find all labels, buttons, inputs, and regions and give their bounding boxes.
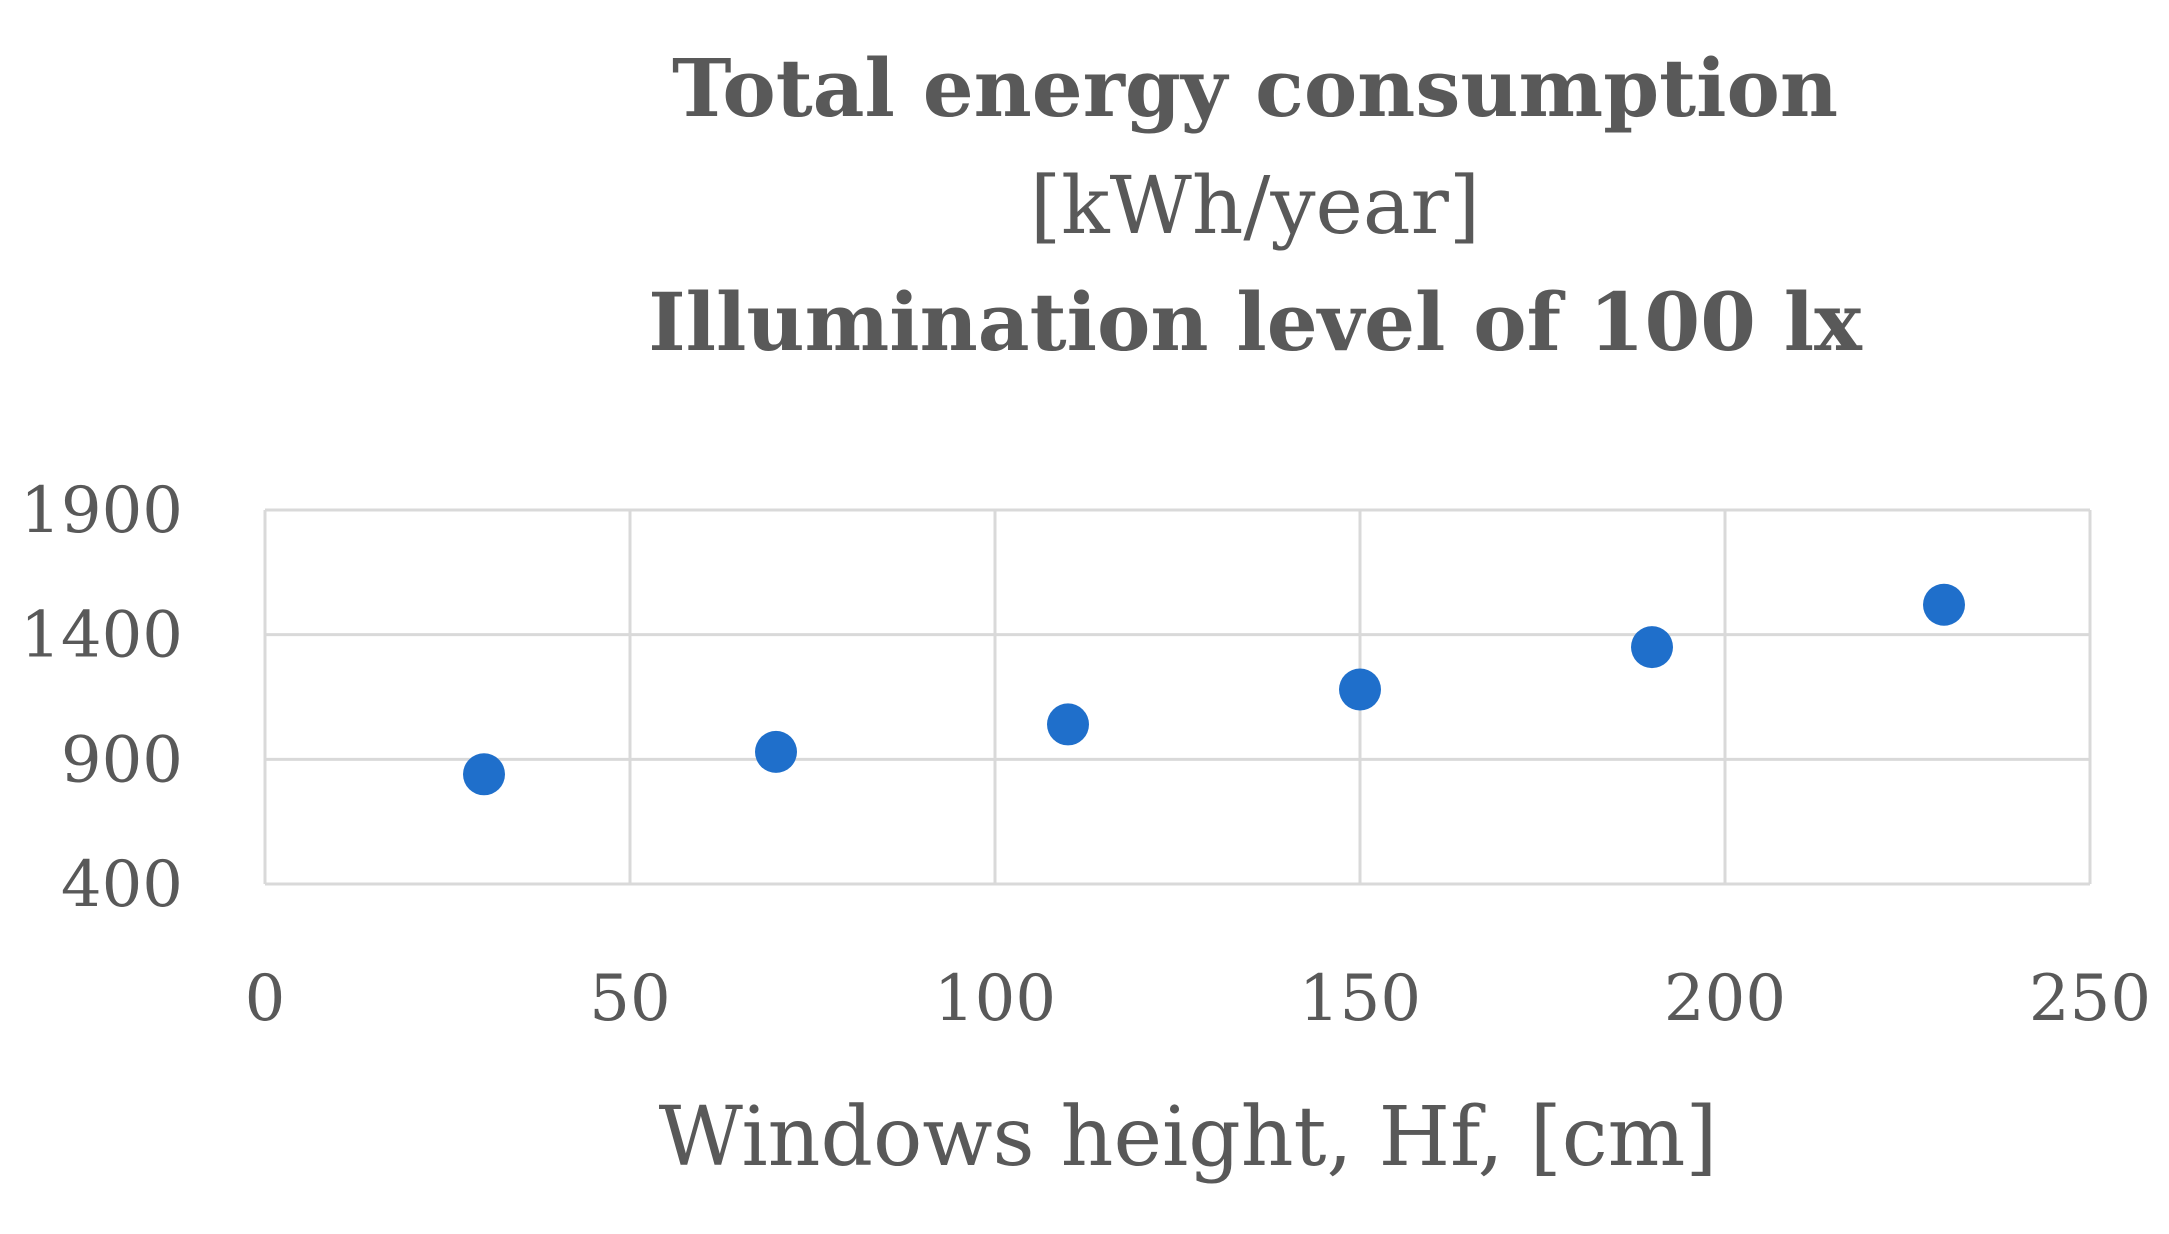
data-point-3 bbox=[1047, 703, 1089, 746]
chart-title-line-1: Total energy consumption bbox=[672, 41, 1838, 135]
chart-title: Total energy consumption [kWh/year] Illu… bbox=[648, 41, 1863, 369]
chart-title-line-2: [kWh/year] bbox=[1030, 159, 1480, 252]
data-points bbox=[463, 583, 1965, 796]
gridlines bbox=[263, 508, 2092, 886]
x-tick-label-150: 150 bbox=[1299, 962, 1421, 1036]
data-point-2 bbox=[755, 730, 797, 773]
x-axis-label: Windows height, Hf, [cm] bbox=[659, 1090, 1718, 1185]
y-tick-label-400: 400 bbox=[61, 848, 183, 922]
x-tick-label-200: 200 bbox=[1664, 962, 1786, 1036]
y-tick-label-900: 900 bbox=[61, 723, 183, 797]
data-point-1 bbox=[463, 753, 505, 796]
x-tick-label-250: 250 bbox=[2029, 962, 2151, 1036]
data-point-4 bbox=[1339, 668, 1381, 711]
chart-title-line-3: Illumination level of 100 lx bbox=[648, 275, 1863, 369]
x-tick-label-100: 100 bbox=[934, 962, 1056, 1036]
data-point-6 bbox=[1923, 583, 1965, 626]
x-tick-label-50: 50 bbox=[589, 962, 670, 1036]
x-axis-tick-labels: 0 50 100 150 200 250 bbox=[245, 962, 2151, 1036]
y-axis-tick-labels: 400 900 1400 1900 bbox=[20, 474, 183, 922]
x-tick-label-0: 0 bbox=[245, 962, 286, 1036]
data-point-5 bbox=[1631, 626, 1673, 669]
y-tick-label-1900: 1900 bbox=[20, 474, 183, 548]
y-tick-label-1400: 1400 bbox=[20, 599, 183, 673]
